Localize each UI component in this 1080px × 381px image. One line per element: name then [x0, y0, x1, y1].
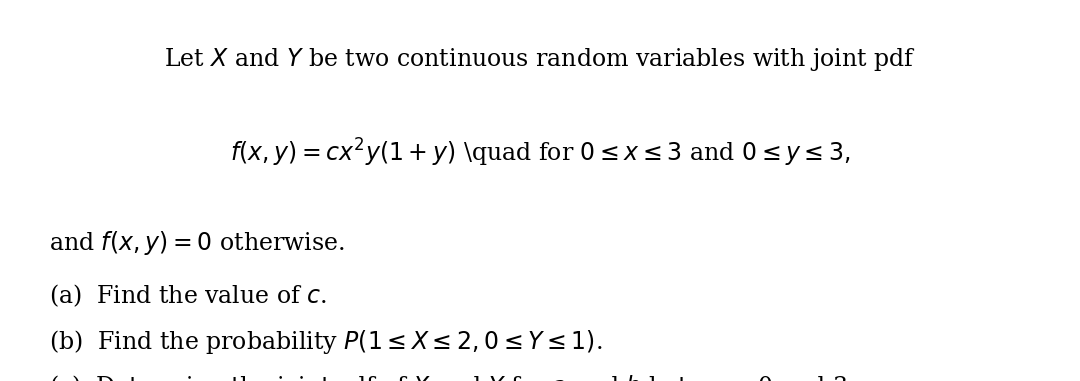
Text: $f(x, y) = cx^2y(1+y)$ \quad for $0 \leq x \leq 3$ and $0 \leq y \leq 3,$: $f(x, y) = cx^2y(1+y)$ \quad for $0 \leq… [230, 137, 850, 170]
Text: (b)  Find the probability $P(1 \leq X \leq 2, 0 \leq Y \leq 1)$.: (b) Find the probability $P(1 \leq X \le… [49, 328, 602, 355]
Text: (a)  Find the value of $c$.: (a) Find the value of $c$. [49, 282, 326, 309]
Text: and $f(x, y) = 0$ otherwise.: and $f(x, y) = 0$ otherwise. [49, 229, 345, 256]
Text: (c)  Determine the joint cdf of $X$ and $Y$ for $a$ and $b$ between 0 and 3.: (c) Determine the joint cdf of $X$ and $… [49, 373, 854, 381]
Text: Let $X$ and $Y$ be two continuous random variables with joint pdf: Let $X$ and $Y$ be two continuous random… [164, 46, 916, 73]
